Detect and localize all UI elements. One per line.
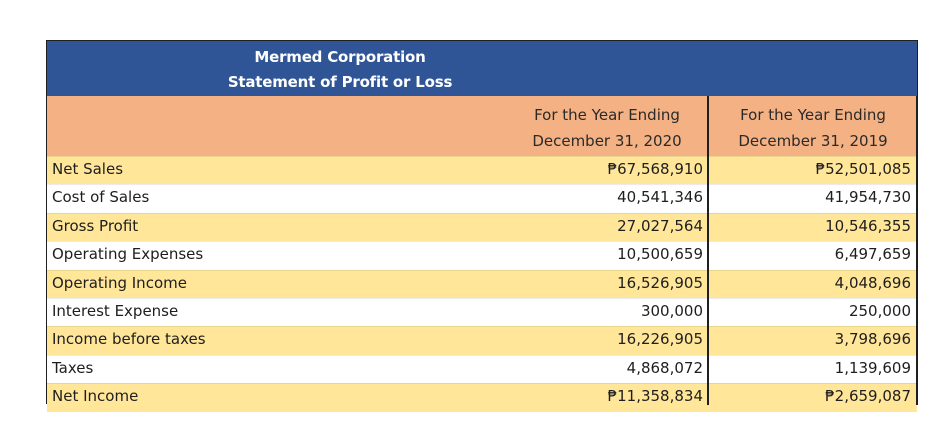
table-row: Gross Profit 27,027,564 10,546,355 [47,212,917,242]
value-2019: 4,048,696 [834,273,911,292]
column-header-2020-line2: December 31, 2020 [532,132,682,150]
column-divider [707,96,709,405]
statement-rows: Net Sales ₱67,568,910 ₱52,501,085 Cost o… [47,156,917,412]
table-row: Net Sales ₱67,568,910 ₱52,501,085 [47,156,917,185]
table-row: Net Income ₱11,358,834 ₱2,659,087 [47,383,917,412]
value-2019: 1,139,609 [834,358,911,377]
value-2019: 6,497,659 [834,245,911,264]
value-2020: 16,526,905 [617,273,703,292]
company-name: Mermed Corporation [254,48,426,66]
value-2019: 41,954,730 [825,188,911,207]
value-2019: ₱2,659,087 [825,387,911,406]
value-2019: 250,000 [848,301,911,320]
row-label: Interest Expense [52,301,179,320]
column-header-2020: For the Year Ending December 31, 2020 [507,96,707,156]
row-label: Gross Profit [52,216,139,235]
column-header-2019-line1: For the Year Ending [740,106,886,124]
table-row: Operating Expenses 10,500,659 6,497,659 [47,241,917,269]
table-row: Income before taxes 16,226,905 3,798,696 [47,326,917,355]
table-row: Interest Expense 300,000 250,000 [47,297,917,326]
column-header-2019-line2: December 31, 2019 [738,132,888,150]
title-band: Mermed Corporation Statement of Profit o… [47,41,917,96]
value-2020: ₱11,358,834 [607,387,703,406]
column-header-band: For the Year Ending December 31, 2020 Fo… [47,96,917,156]
column-divider [916,96,918,405]
value-2020: 4,868,072 [626,358,703,377]
value-2020: 300,000 [640,301,703,320]
value-2020: 40,541,346 [617,188,703,207]
value-2019: ₱52,501,085 [815,160,911,178]
row-label: Net Income [52,387,139,406]
column-header-2019: For the Year Ending December 31, 2019 [709,96,917,156]
table-row: Cost of Sales 40,541,346 41,954,730 [47,184,917,212]
value-2019: 10,546,355 [825,216,911,235]
row-label: Taxes [52,358,94,377]
value-2020: 16,226,905 [617,330,703,349]
value-2020: ₱67,568,910 [607,160,703,178]
row-label: Net Sales [52,160,124,178]
row-label: Operating Expenses [52,245,204,264]
statement-title: Statement of Profit or Loss [227,73,453,91]
row-label: Income before taxes [52,330,206,349]
profit-loss-statement-table: Mermed Corporation Statement of Profit o… [46,40,918,412]
value-2020: 10,500,659 [617,245,703,264]
table-row: Operating Income 16,526,905 4,048,696 [47,269,917,298]
value-2020: 27,027,564 [617,216,703,235]
table-row: Taxes 4,868,072 1,139,609 [47,354,917,383]
column-header-2020-line1: For the Year Ending [534,106,680,124]
row-label: Cost of Sales [52,188,150,207]
row-label: Operating Income [52,273,187,292]
value-2019: 3,798,696 [834,330,911,349]
